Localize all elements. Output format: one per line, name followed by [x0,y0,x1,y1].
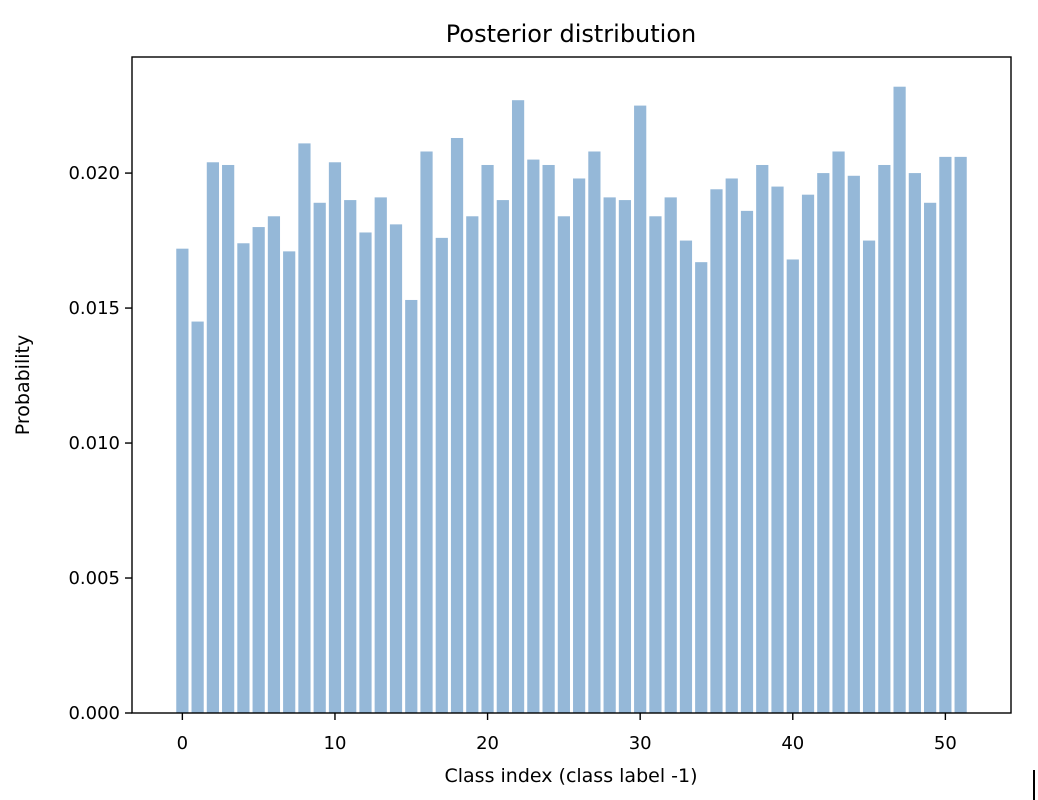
text-cursor [1033,770,1035,800]
bar-class-19 [466,216,479,713]
bar-class-51 [954,156,967,713]
bar-class-39 [771,186,784,713]
bar-class-32 [664,197,677,713]
bar-class-13 [374,197,387,713]
bar-class-45 [862,240,876,713]
x-tick-label: 20 [476,733,499,754]
bar-class-25 [557,216,570,713]
bar-class-43 [832,151,845,714]
bar-class-17 [435,237,448,713]
bar-class-48 [908,173,921,713]
x-tick-label: 50 [934,733,957,754]
bar-class-20 [481,164,494,714]
bar-class-6 [267,216,281,713]
bar-class-14 [389,224,403,713]
bar-class-42 [817,173,830,713]
y-tick-label: 0.020 [68,163,120,184]
bar-class-34 [695,262,708,713]
y-axis: 0.000 0.005 0.010 0.015 0.020 [68,163,132,724]
bar-class-23 [527,159,540,713]
bar-class-4 [237,243,250,713]
y-axis-label: Probability [12,335,34,435]
bar-class-40 [786,259,799,713]
bar-class-12 [359,232,372,713]
bar-class-7 [283,251,296,713]
bar-class-37 [740,210,754,713]
bar-class-3 [222,164,235,714]
bar-class-21 [496,200,509,713]
bar-class-35 [710,189,723,713]
bar-class-38 [756,164,769,714]
bar-class-8 [298,143,311,713]
x-axis-label: Class index (class label -1) [444,765,697,787]
bar-class-27 [588,151,601,714]
bar-class-5 [252,227,265,713]
bar-class-50 [939,156,952,713]
chart-title: Posterior distribution [446,20,696,48]
x-tick-label: 10 [324,733,347,754]
bar-class-1 [191,321,204,713]
x-axis: 0 10 20 30 40 50 [177,713,957,754]
y-tick-label: 0.005 [68,568,120,589]
bar-class-11 [344,200,357,713]
bar-class-28 [603,197,616,713]
bar-class-36 [725,178,738,714]
bar-class-47 [893,86,906,713]
plot-frame [131,56,1012,714]
bars-group [176,86,967,714]
x-tick-label: 40 [781,733,804,754]
bar-class-15 [405,299,418,713]
bar-class-9 [313,202,326,713]
x-tick-label: 30 [629,733,652,754]
bar-class-29 [618,200,632,713]
bar-class-0 [176,248,189,714]
bar-class-46 [878,164,891,714]
x-tick-label: 0 [177,733,188,754]
bar-class-44 [847,175,860,713]
bar-class-10 [328,162,342,713]
bar-class-30 [634,105,647,714]
bar-class-49 [924,202,937,713]
bar-class-26 [573,178,586,714]
bar-class-2 [206,162,219,713]
bar-class-22 [511,100,525,713]
y-tick-label: 0.000 [68,703,120,724]
y-tick-label: 0.015 [68,298,120,319]
y-tick-label: 0.010 [68,433,120,454]
bar-class-16 [420,151,433,714]
bar-class-33 [679,240,693,713]
bar-class-31 [649,216,662,713]
bar-class-18 [450,137,464,714]
bar-class-24 [542,164,555,714]
bar-class-41 [801,194,815,713]
